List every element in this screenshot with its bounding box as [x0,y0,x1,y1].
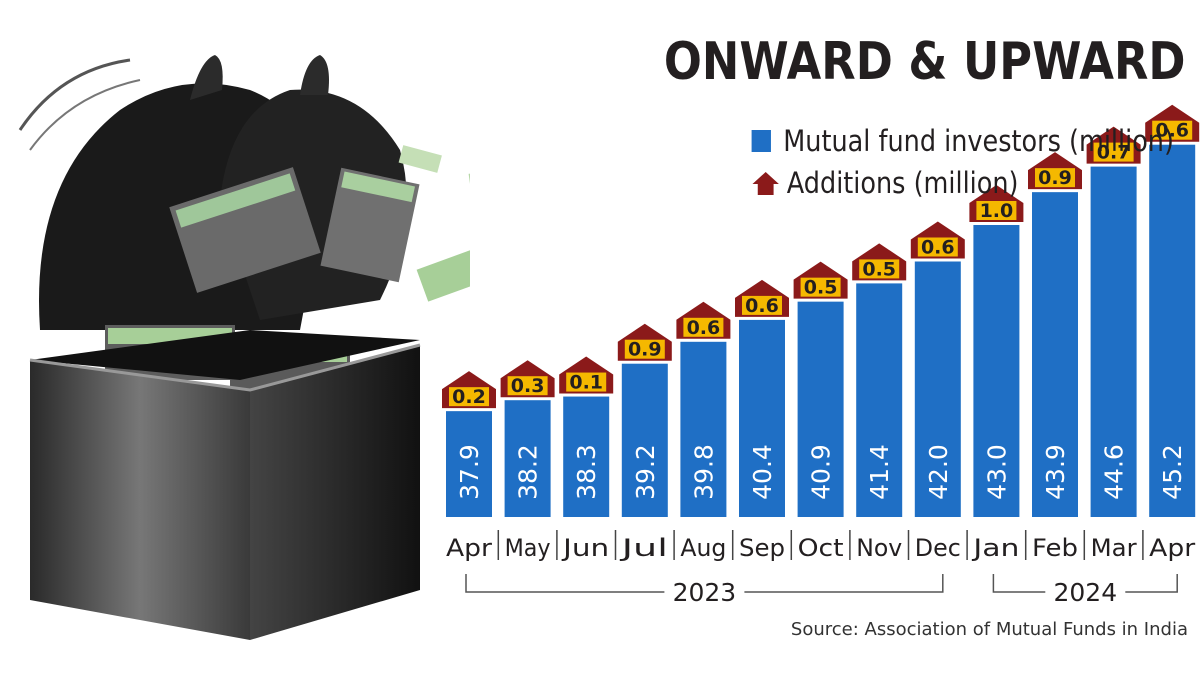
legend-square-icon [751,130,772,152]
bar-investors-7 [856,283,903,517]
bar-value-label-5: 40.4 [748,444,777,500]
addition-label-1: 0.3 [511,375,545,397]
addition-label-6: 0.5 [804,277,838,299]
addition-label-0: 0.2 [452,386,486,408]
addition-label-3: 0.9 [628,339,662,361]
legend-item-additions: Additions (million) [752,162,1174,204]
year-bracket-left-0 [465,574,665,593]
bar-value-label-0: 37.9 [455,444,484,500]
addition-label-7: 0.5 [862,258,896,280]
year-label-0: 2023 [673,578,737,607]
category-label-11: Mar [1091,534,1137,562]
addition-label-bg-9 [976,201,1017,220]
addition-label-4: 0.6 [687,317,721,339]
addition-label-11: 0.7 [1097,142,1131,164]
bar-value-label-4: 39.8 [689,444,718,500]
category-label-6: Oct [798,534,844,562]
addition-label-bg-11 [1093,142,1134,162]
category-label-3: Jul [619,534,668,562]
addition-label-bg-2 [566,372,607,392]
bar-value-label-12: 45.2 [1158,444,1187,500]
bar-value-label-10: 43.9 [1041,444,1070,500]
category-label-8: Dec [915,534,961,562]
addition-label-bg-12 [1152,120,1193,140]
bar-value-label-2: 38.3 [572,444,601,500]
addition-label-bg-5 [742,295,782,315]
bar-value-label-1: 38.2 [514,444,543,500]
addition-label-9: 1.0 [980,200,1014,222]
house-arrow-icon [752,172,779,195]
bar-investors-11 [1090,166,1137,517]
bar-investors-3 [621,363,668,517]
addition-label-bg-6 [800,277,841,297]
bar-investors-1 [504,400,551,517]
addition-label-12: 0.6 [1155,120,1189,142]
legend-label-additions: Additions (million) [786,166,1019,200]
addition-label-bg-10 [1035,168,1075,188]
bar-value-label-7: 41.4 [865,444,894,500]
category-label-4: Aug [680,534,726,562]
addition-label-bg-8 [917,237,958,257]
addition-label-bg-4 [683,317,724,337]
bar-investors-8 [914,261,961,517]
category-label-10: Feb [1032,534,1078,562]
bar-investors-4 [680,341,727,517]
category-label-2: Jun [561,534,609,562]
legend-item-investors: Mutual fund investors (million) [751,120,1174,162]
legend: Mutual fund investors (million) Addition… [751,120,1174,204]
chart-title: ONWARD & UPWARD [664,32,1186,92]
addition-label-bg-0 [449,387,489,407]
category-label-0: Apr [446,534,492,562]
legend-label-investors: Mutual fund investors (million) [783,124,1174,158]
bar-value-label-11: 44.6 [1100,444,1129,500]
category-label-12: Apr [1149,534,1195,562]
addition-label-bg-7 [859,259,900,279]
bar-investors-2 [563,396,610,517]
bar-investors-9 [973,225,1020,517]
category-label-1: May [505,534,551,562]
bar-value-label-8: 42.0 [924,444,953,500]
addition-label-8: 0.6 [921,237,955,259]
labels-layer: 0.2 37.9 Apr 0.3 38.2 May 0.1 38.3 Jun 0.9 39.2 Jul… [446,120,1195,562]
bar-value-label-9: 43.0 [982,444,1011,500]
addition-label-5: 0.6 [745,295,779,317]
category-label-9: Jan [971,534,1019,562]
year-bracket-left-1 [992,574,1046,593]
addition-label-bg-3 [624,339,665,359]
addition-label-bg-1 [507,376,548,396]
addition-label-2: 0.1 [569,372,603,394]
category-label-7: Nov [856,534,902,562]
source-note: Source: Association of Mutual Funds in I… [790,619,1188,640]
bar-investors-0 [446,411,492,517]
money-box-illustration [18,55,470,640]
bars-layer [442,104,1200,517]
bar-investors-6 [797,301,844,517]
category-label-5: Sep [739,534,785,562]
year-bracket-right-0 [744,574,944,593]
year-bracket-right-1 [1125,574,1178,593]
bar-investors-10 [1032,192,1078,517]
bar-value-label-3: 39.2 [631,444,660,500]
year-label-1: 2024 [1053,578,1117,607]
bar-value-label-6: 40.9 [807,444,836,500]
bar-investors-12 [1149,144,1196,517]
addition-label-10: 0.9 [1038,167,1072,189]
year-groups: 2023 2024 [465,574,1178,607]
bar-investors-5 [739,319,785,517]
